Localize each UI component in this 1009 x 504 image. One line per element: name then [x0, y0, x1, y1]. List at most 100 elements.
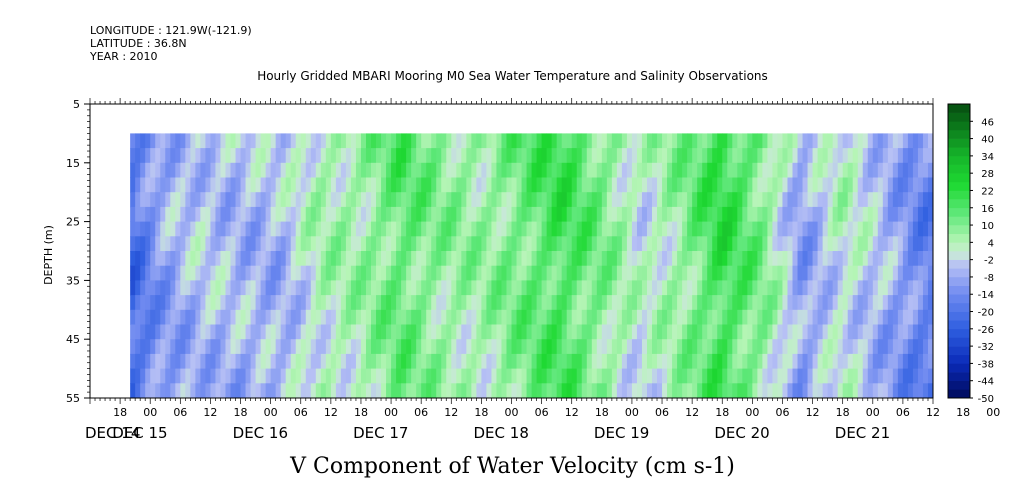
heatmap-cell — [416, 368, 422, 384]
heatmap-cell — [566, 206, 573, 222]
heatmap-cell — [697, 133, 703, 149]
heatmap-cell — [285, 383, 292, 399]
heatmap-cell — [832, 251, 839, 267]
heatmap-cell — [606, 280, 613, 296]
heatmap-cell — [456, 324, 462, 340]
heatmap-cell — [842, 221, 849, 237]
heatmap-cell — [586, 353, 593, 369]
heatmap-cell — [757, 265, 763, 281]
heatmap-cell — [722, 339, 728, 355]
heatmap-cell — [922, 368, 929, 384]
heatmap-cell — [280, 280, 287, 296]
heatmap-cell — [446, 339, 452, 355]
heatmap-cell — [235, 339, 241, 355]
heatmap-cell — [260, 324, 267, 340]
heatmap-cell — [456, 177, 462, 193]
heatmap-cell — [175, 177, 181, 193]
heatmap-cell — [220, 324, 226, 340]
heatmap-cell — [275, 368, 282, 384]
heatmap-cell — [787, 309, 793, 325]
heatmap-cell — [466, 162, 472, 178]
heatmap-cell — [180, 368, 186, 384]
heatmap-cell — [195, 251, 201, 267]
heatmap-cell — [315, 221, 322, 237]
heatmap-cell — [561, 309, 568, 325]
heatmap-cell — [727, 295, 733, 311]
heatmap-cell — [195, 265, 201, 281]
heatmap-cell — [727, 236, 733, 252]
heatmap-cell — [601, 368, 608, 384]
heatmap-cell — [345, 383, 352, 399]
heatmap-cell — [802, 206, 808, 222]
heatmap-cell — [641, 339, 648, 355]
heatmap-cell — [787, 162, 793, 178]
heatmap-cell — [546, 206, 553, 222]
heatmap-cell — [667, 295, 673, 311]
heatmap-cell — [411, 133, 417, 149]
heatmap-cell — [732, 265, 738, 281]
heatmap-cell — [190, 368, 196, 384]
heatmap-cell — [345, 309, 352, 325]
heatmap-cell — [240, 133, 246, 149]
heatmap-cell — [245, 221, 251, 237]
heatmap-cell — [210, 133, 216, 149]
heatmap-cell — [707, 177, 713, 193]
heatmap-cell — [907, 368, 914, 384]
heatmap-cell — [732, 309, 738, 325]
heatmap-cell — [165, 192, 171, 208]
heatmap-cell — [270, 265, 277, 281]
heatmap-cell — [180, 221, 186, 237]
x-day-label: DEC 16 — [233, 424, 288, 442]
heatmap-cell — [365, 295, 372, 311]
heatmap-cell — [917, 251, 924, 267]
heatmap-cell — [150, 324, 156, 340]
heatmap-cell — [416, 383, 422, 399]
heatmap-cell — [902, 383, 909, 399]
heatmap-cell — [406, 236, 412, 252]
heatmap-cell — [295, 353, 302, 369]
heatmap-cell — [847, 133, 854, 149]
heatmap-cell — [416, 324, 422, 340]
heatmap-cell — [220, 206, 226, 222]
heatmap-cell — [867, 148, 874, 164]
heatmap-cell — [551, 206, 558, 222]
heatmap-cell — [466, 339, 472, 355]
heatmap-cell — [877, 148, 884, 164]
heatmap-cell — [722, 368, 728, 384]
heatmap-cell — [636, 265, 643, 281]
heatmap-cell — [561, 353, 568, 369]
heatmap-cell — [596, 324, 603, 340]
heatmap-cell — [165, 353, 171, 369]
heatmap-cell — [516, 192, 522, 208]
heatmap-cell — [907, 280, 914, 296]
heatmap-cell — [596, 383, 603, 399]
heatmap-cell — [561, 265, 568, 281]
heatmap-cell — [145, 162, 151, 178]
heatmap-cell — [872, 368, 879, 384]
heatmap-cell — [330, 324, 337, 340]
heatmap-cell — [922, 148, 929, 164]
heatmap-cell — [396, 148, 402, 164]
heatmap-cell — [310, 251, 317, 267]
heatmap-cell — [140, 309, 146, 325]
heatmap-cell — [275, 162, 282, 178]
heatmap-cell — [250, 280, 256, 296]
heatmap-cell — [386, 221, 392, 237]
heatmap-cell — [727, 309, 733, 325]
heatmap-cell — [657, 339, 663, 355]
heatmap-cell — [576, 221, 583, 237]
heatmap-cell — [687, 177, 693, 193]
heatmap-cell — [606, 353, 613, 369]
heatmap-cell — [185, 265, 191, 281]
heatmap-cell — [426, 236, 432, 252]
heatmap-cell — [917, 177, 924, 193]
x-hour-label: 12 — [926, 406, 940, 419]
heatmap-cell — [300, 295, 307, 311]
heatmap-cell — [386, 148, 392, 164]
heatmap-cell — [757, 280, 763, 296]
heatmap-cell — [365, 251, 372, 267]
heatmap-cell — [245, 368, 251, 384]
heatmap-cell — [426, 206, 432, 222]
heatmap-cell — [717, 206, 723, 222]
heatmap-cell — [481, 353, 487, 369]
